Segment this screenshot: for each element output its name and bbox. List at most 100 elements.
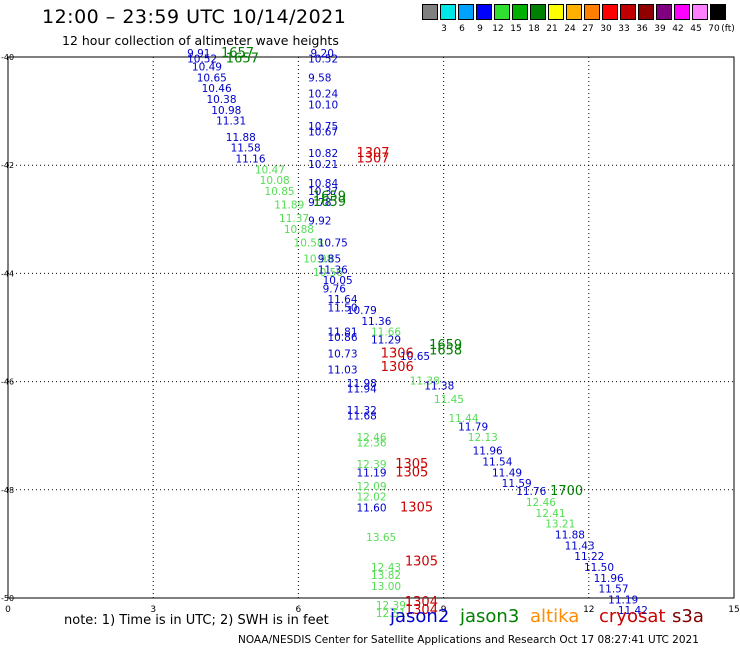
wave-height-label: 12.46 (356, 432, 386, 444)
legend-swatch (674, 4, 690, 20)
x-tick-label: 15 (728, 605, 739, 615)
pass-time-label: 1657 (226, 51, 259, 66)
legend-swatch (422, 4, 438, 20)
wave-height-label: 11.38 (424, 381, 454, 393)
legend-label: 9 (477, 24, 483, 34)
wave-height-label: 11.94 (347, 383, 377, 395)
legend-swatch (620, 4, 636, 20)
wave-height-label: 11.81 (327, 327, 357, 339)
wave-height-label: 10.75 (308, 121, 338, 133)
wave-height-label: 10.56 (313, 267, 343, 279)
wave-height-label: 10.52 (308, 53, 338, 65)
pass-time-label: 1305 (400, 500, 433, 515)
wave-height-label: 11.59 (502, 478, 532, 490)
wave-height-label: 10.84 (308, 178, 338, 190)
legend-label: 3 (441, 24, 447, 34)
pass-time-label: 1657 (221, 46, 254, 61)
plot-frame (7, 56, 735, 599)
wave-height-label: 11.36 (318, 264, 348, 276)
wave-height-label: 11.16 (235, 153, 265, 165)
x-tick-label: 0 (5, 605, 11, 615)
y-tick-label: -44 (1, 269, 14, 278)
legend-swatch (530, 4, 546, 20)
legend-swatch (692, 4, 708, 20)
wave-height-label: 12.46 (526, 497, 556, 509)
x-tick-label: 9 (441, 605, 447, 615)
pass-time-label: 1700 (550, 484, 583, 499)
legend-label: 39 (654, 24, 666, 34)
legend-label: 33 (618, 24, 630, 34)
wave-height-label: 10.98 (211, 105, 241, 117)
legend-label: 24 (564, 24, 576, 34)
wave-height-label: 11.98 (347, 378, 377, 390)
pass-time-label: 1305 (395, 457, 428, 472)
wave-height-label: 11.79 (458, 421, 488, 433)
wave-height-label: 11.22 (574, 551, 604, 563)
legend-label: 6 (459, 24, 465, 34)
wave-height-label: 12.36 (356, 438, 386, 450)
wave-height-label: 11.58 (231, 143, 261, 155)
wave-height-label: 11.68 (347, 410, 377, 422)
wave-height-label: 9.20 (311, 48, 334, 60)
wave-height-label: 11.96 (594, 573, 624, 585)
chart-subtitle: 12 hour collection of altimeter wave hei… (62, 33, 339, 48)
wave-height-label: 11.44 (448, 413, 478, 425)
pass-time-label: 1304 (405, 603, 438, 618)
wave-height-label: 11.50 (584, 562, 614, 574)
sat-altika: altika (530, 606, 580, 627)
wave-height-label: 11.50 (327, 302, 357, 314)
wave-height-label: 11.76 (516, 486, 546, 498)
legend-swatch (458, 4, 474, 20)
legend-swatch (602, 4, 618, 20)
legend-swatch (512, 4, 528, 20)
pass-time-label: 1658 (429, 344, 462, 359)
y-tick-label: -48 (1, 486, 14, 495)
wave-height-label: 9.78 (308, 197, 331, 209)
wave-height-label: 10.73 (327, 348, 357, 360)
sat-jason2: jason2 (390, 606, 450, 627)
x-tick-label: 12 (583, 605, 594, 615)
wave-height-label: 11.60 (356, 502, 386, 514)
wave-height-label: 11.89 (274, 199, 304, 211)
pass-time-label: 1659 (313, 189, 346, 204)
wave-height-label: 12.39 (376, 600, 406, 612)
sat-jason3: jason3 (460, 606, 520, 627)
wave-height-label: 10.85 (265, 186, 295, 198)
wave-height-label: 12.41 (536, 508, 566, 520)
legend-swatch (710, 4, 726, 20)
wave-height-label: 11.45 (434, 394, 464, 406)
chart-title: 12:00 – 23:59 UTC 10/14/2021 (42, 6, 347, 28)
wave-height-label: 10.79 (347, 305, 377, 317)
wave-height-label: 10.65 (197, 72, 227, 84)
wave-height-label: 11.49 (492, 467, 522, 479)
pass-time-label: 1306 (381, 360, 414, 375)
wave-height-label: 11.64 (327, 294, 357, 306)
legend-label: 30 (600, 24, 612, 34)
legend-swatch (584, 4, 600, 20)
legend-label: 15 (510, 24, 522, 34)
wave-height-label: 11.32 (347, 405, 377, 417)
y-tick-label: -42 (1, 161, 14, 170)
legend-label: 36 (636, 24, 648, 34)
wave-height-label: 9.76 (323, 283, 347, 295)
wave-height-label: 10.98 (303, 254, 333, 266)
legend-swatch (548, 4, 564, 20)
x-tick-label: 3 (150, 605, 156, 615)
wave-height-label: 10.52 (187, 53, 217, 65)
pass-time-label: 1305 (395, 465, 428, 480)
wave-height-label: 10.75 (318, 237, 348, 249)
wave-height-label: 11.19 (608, 594, 638, 606)
wave-height-label: 10.08 (260, 175, 290, 187)
wave-height-label: 13.82 (371, 570, 401, 582)
pass-time-label: 1659 (429, 338, 462, 353)
wave-height-label: 13.65 (366, 532, 396, 544)
pass-time-label: 1304 (405, 595, 438, 610)
note-text: note: 1) Time is in UTC; 2) SWH is in fe… (64, 613, 329, 628)
wave-height-label: 12.43 (371, 562, 401, 574)
legend-label: 42 (672, 24, 684, 34)
wave-height-label: 11.42 (618, 605, 648, 617)
wave-height-label: 10.82 (308, 148, 338, 160)
legend-swatch (656, 4, 672, 20)
wave-height-label: 11.88 (226, 132, 256, 144)
wave-height-label: 10.10 (308, 99, 338, 111)
